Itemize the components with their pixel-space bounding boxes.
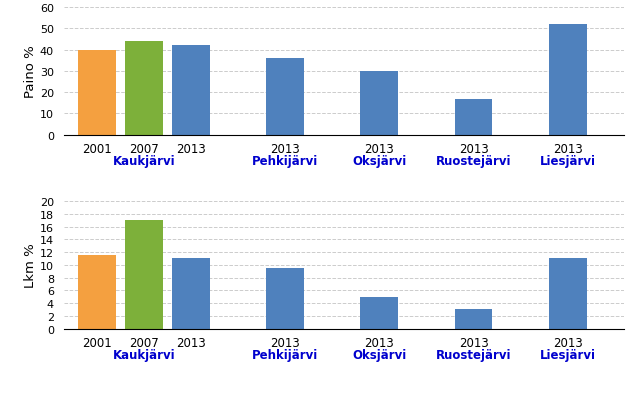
Text: 2013: 2013: [176, 142, 206, 155]
Y-axis label: Lkm %: Lkm %: [24, 243, 37, 288]
Text: 2013: 2013: [553, 142, 583, 155]
Bar: [361, 297, 398, 329]
Text: 2001: 2001: [82, 336, 111, 349]
Bar: [266, 268, 304, 329]
Text: Ruostejärvi: Ruostejärvi: [436, 155, 512, 168]
Text: Ruostejärvi: Ruostejärvi: [436, 348, 512, 362]
Text: Oksjärvi: Oksjärvi: [352, 348, 406, 362]
Text: 2013: 2013: [553, 336, 583, 349]
Text: Liesjärvi: Liesjärvi: [540, 348, 596, 362]
Text: 2007: 2007: [129, 336, 159, 349]
Text: 2013: 2013: [364, 142, 394, 155]
Bar: [125, 221, 162, 329]
Bar: [549, 25, 587, 135]
Bar: [549, 259, 587, 329]
Bar: [172, 46, 210, 135]
Text: 2013: 2013: [270, 336, 300, 349]
Text: 2013: 2013: [459, 142, 489, 155]
Bar: [455, 99, 492, 135]
Text: 2013: 2013: [270, 142, 300, 155]
Text: 2007: 2007: [129, 142, 159, 155]
Text: Pehkijärvi: Pehkijärvi: [252, 155, 318, 168]
Text: Kaukjärvi: Kaukjärvi: [113, 348, 175, 362]
Text: 2001: 2001: [82, 142, 111, 155]
Bar: [125, 42, 162, 135]
Text: Pehkijärvi: Pehkijärvi: [252, 348, 318, 362]
Bar: [266, 59, 304, 135]
Y-axis label: Paino %: Paino %: [24, 45, 37, 98]
Text: 2013: 2013: [364, 336, 394, 349]
Text: 2013: 2013: [459, 336, 489, 349]
Text: Oksjärvi: Oksjärvi: [352, 155, 406, 168]
Text: Liesjärvi: Liesjärvi: [540, 155, 596, 168]
Bar: [78, 51, 115, 135]
Bar: [361, 72, 398, 135]
Text: 2013: 2013: [176, 336, 206, 349]
Text: Kaukjärvi: Kaukjärvi: [113, 155, 175, 168]
Bar: [172, 259, 210, 329]
Bar: [455, 310, 492, 329]
Bar: [78, 255, 115, 329]
